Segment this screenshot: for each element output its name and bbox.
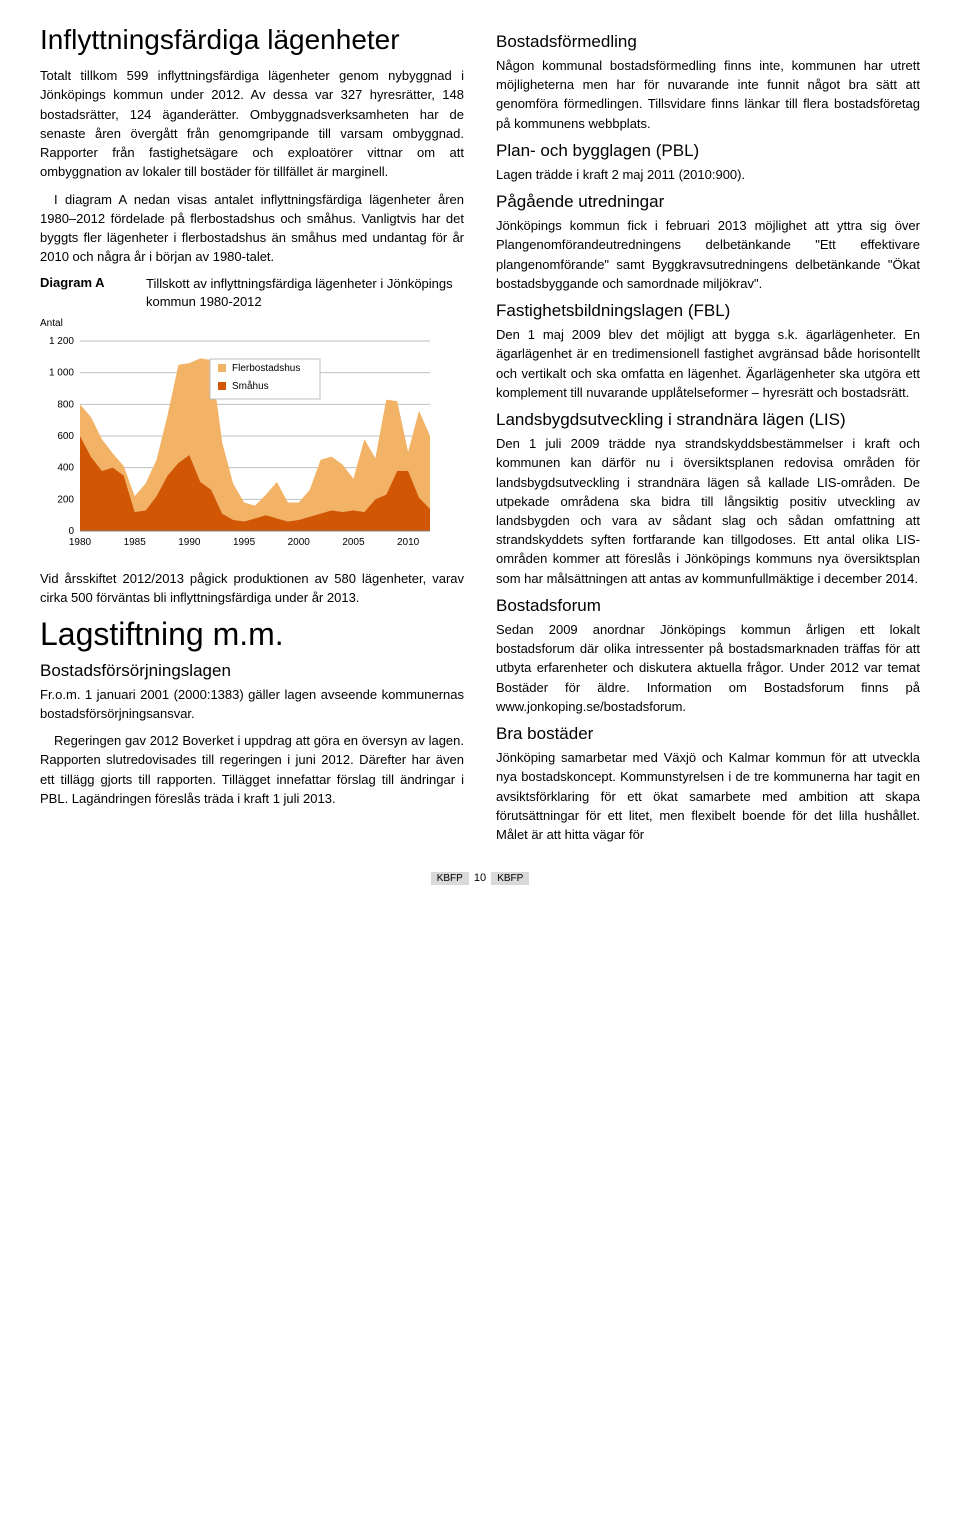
page-footer: KBFP 10 KBFP [40,872,920,885]
para-r-b: Lagen trädde i kraft 2 maj 2011 (2010:90… [496,165,920,184]
diagram-label: Diagram A [40,275,132,313]
area-chart: 0 200 400 600 800 1 000 1 200 1980 1985 1990 1995 2… [40,331,440,561]
heading-lagstiftning: Lagstiftning m.m. [40,616,464,653]
right-column: Bostadsförmedling Någon kommunal bostads… [496,24,920,852]
svg-text:1985: 1985 [124,537,147,548]
svg-text:800: 800 [57,400,74,411]
para-r-e: Den 1 juli 2009 trädde nya strandskyddsb… [496,434,920,588]
footer-badge-right: KBFP [491,872,529,885]
left-column: Inflyttningsfärdiga lägenheter Totalt ti… [40,24,464,852]
footer-badge-left: KBFP [431,872,469,885]
para-5: Regeringen gav 2012 Boverket i uppdrag a… [40,731,464,808]
para-3: Vid årsskiftet 2012/2013 pågick produkti… [40,569,464,607]
para-r-d: Den 1 maj 2009 blev det möjligt att bygg… [496,325,920,402]
heading-bostadsforum: Bostadsforum [496,596,920,616]
para-r-c: Jönköpings kommun fick i februari 2013 m… [496,216,920,293]
para-4: Fr.o.m. 1 januari 2001 (2000:1383) gälle… [40,685,464,723]
svg-text:2005: 2005 [342,537,365,548]
chart-container: Antal 0 200 400 600 800 1 000 1 200 1980 1985 199… [40,318,464,561]
diagram-caption: Diagram A Tillskott av inflyttningsfärdi… [40,275,464,313]
svg-text:1 000: 1 000 [49,368,74,379]
heading-bra-bostader: Bra bostäder [496,724,920,744]
svg-text:2000: 2000 [288,537,311,548]
svg-text:Småhus: Småhus [232,380,269,392]
y-axis-title: Antal [40,318,464,329]
svg-text:200: 200 [57,495,74,506]
para-r-a: Någon kommunal bostadsförmedling finns i… [496,56,920,133]
svg-text:1990: 1990 [178,537,201,548]
svg-text:Flerbostadshus: Flerbostadshus [232,363,300,374]
heading-lis: Landsbygdsutveckling i strandnära lägen … [496,410,920,430]
svg-text:400: 400 [57,463,74,474]
para-2: I diagram A nedan visas antalet inflyttn… [40,190,464,267]
heading-bostadsformedling: Bostadsförmedling [496,32,920,52]
svg-text:600: 600 [57,431,74,442]
svg-text:1 200: 1 200 [49,336,74,347]
heading-bostadsforsorjning: Bostadsförsörjningslagen [40,661,464,681]
heading-fbl: Fastighetsbildningslagen (FBL) [496,301,920,321]
heading-inflyttning: Inflyttningsfärdiga lägenheter [40,24,464,56]
diagram-title: Tillskott av inflyttningsfärdiga lägenhe… [146,275,464,313]
heading-pbl: Plan- och bygglagen (PBL) [496,141,920,161]
svg-text:0: 0 [68,526,74,537]
para-r-g: Jönköping samarbetar med Växjö och Kalma… [496,748,920,844]
svg-text:2010: 2010 [397,537,420,548]
para-r-f: Sedan 2009 anordnar Jönköpings kommun år… [496,620,920,716]
page-number: 10 [474,872,486,884]
page: Inflyttningsfärdiga lägenheter Totalt ti… [40,24,920,852]
heading-utredningar: Pågående utredningar [496,192,920,212]
svg-text:1980: 1980 [69,537,92,548]
para-1: Totalt tillkom 599 inflyttningsfärdiga l… [40,66,464,181]
svg-text:1995: 1995 [233,537,256,548]
